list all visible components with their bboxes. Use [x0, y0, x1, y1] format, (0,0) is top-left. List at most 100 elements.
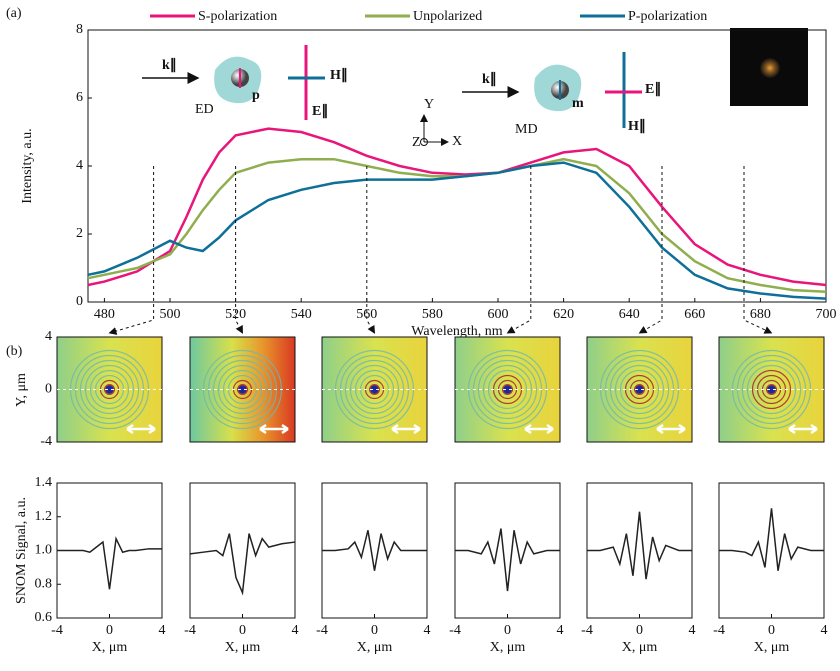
- ring: [614, 364, 665, 415]
- pol-arrow: [524, 423, 554, 435]
- panel-label: (b): [6, 344, 23, 359]
- pol-arrow: [391, 423, 421, 435]
- x-tick-label: 4: [557, 623, 564, 638]
- x-tick-label: -4: [581, 623, 593, 638]
- x-tick-label: 700: [816, 307, 837, 322]
- data-line: [587, 511, 692, 580]
- y-tick-label: -4: [40, 434, 52, 449]
- x-tick-label: 560: [356, 307, 377, 322]
- plot-frame: [87, 29, 827, 303]
- y-tick-label: 8: [76, 22, 83, 37]
- pol-arrow: [788, 423, 818, 435]
- particle-photo: [760, 58, 780, 78]
- ring: [751, 369, 792, 410]
- annotation: E∥: [645, 81, 661, 97]
- annotation: m: [572, 96, 584, 111]
- data-line: [455, 528, 560, 592]
- y-tick-label: 0: [76, 294, 83, 309]
- x-tick-label: 540: [291, 307, 312, 322]
- y-tick-label: 0.6: [35, 610, 53, 625]
- annotation: E∥: [312, 103, 328, 119]
- ring: [349, 364, 400, 415]
- ring: [79, 359, 140, 420]
- y-tick-label: 0.8: [35, 576, 53, 591]
- center: [767, 385, 776, 394]
- ring: [741, 359, 802, 420]
- annotation: H∥: [628, 118, 646, 134]
- center: [370, 385, 379, 394]
- ring: [482, 364, 533, 415]
- x-tick-label: 500: [160, 307, 181, 322]
- data-line: [57, 536, 162, 590]
- x-tick-label: 640: [619, 307, 640, 322]
- x-tick-label: 620: [553, 307, 574, 322]
- panel-label: (a): [6, 6, 22, 21]
- ring: [344, 359, 405, 420]
- data-line: [87, 127, 827, 287]
- y-tick-label: 0: [45, 382, 52, 397]
- ring: [217, 364, 268, 415]
- probe-link: [743, 166, 773, 334]
- x-axis-label: X, μm: [357, 640, 393, 655]
- x-tick-label: 580: [422, 307, 443, 322]
- data-line: [189, 533, 296, 596]
- x-tick-label: 4: [424, 623, 431, 638]
- y-axis-label: SNOM Signal, a.u.: [14, 497, 29, 604]
- x-axis-label: X, μm: [225, 640, 261, 655]
- probe-link: [235, 166, 243, 334]
- x-tick-label: -4: [713, 623, 725, 638]
- ring: [609, 359, 670, 420]
- ring: [89, 369, 130, 410]
- annotation: Y: [424, 97, 434, 112]
- x-tick-label: 0: [504, 623, 511, 638]
- x-tick-label: 680: [750, 307, 771, 322]
- x-tick-label: 0: [106, 623, 113, 638]
- annotation: Z: [412, 135, 421, 150]
- pol-arrow: [656, 423, 686, 435]
- data-line: [322, 530, 427, 571]
- ring: [487, 369, 528, 410]
- x-axis-label: Wavelength, nm: [411, 324, 503, 339]
- ring: [354, 369, 395, 410]
- legend-label: Unpolarized: [413, 9, 482, 24]
- ring: [477, 359, 538, 420]
- x-tick-label: 600: [488, 307, 509, 322]
- ring: [84, 364, 135, 415]
- probe-link: [108, 166, 155, 335]
- x-tick-label: 4: [159, 623, 166, 638]
- x-tick-label: 520: [225, 307, 246, 322]
- snom-map: [56, 336, 163, 443]
- data-line: [87, 157, 827, 294]
- center: [503, 385, 512, 394]
- x-tick-label: -4: [316, 623, 328, 638]
- x-axis-label: X, μm: [754, 640, 790, 655]
- annotation: ED: [195, 102, 214, 117]
- legend-label: P-polarization: [628, 9, 707, 24]
- x-tick-label: -4: [449, 623, 461, 638]
- data-line: [719, 508, 824, 571]
- y-tick-label: 2: [76, 226, 83, 241]
- ring: [222, 369, 263, 410]
- y-tick-label: 1.0: [35, 543, 53, 558]
- pol-arrow: [126, 423, 156, 435]
- x-tick-label: 0: [636, 623, 643, 638]
- annotation: k∥: [162, 57, 177, 73]
- x-tick-label: 480: [94, 307, 115, 322]
- legend-label: S-polarization: [198, 9, 277, 24]
- probe-link: [506, 166, 532, 334]
- annotation: p: [252, 88, 260, 103]
- annotation: H∥: [330, 67, 348, 83]
- annotation: k∥: [482, 71, 497, 87]
- x-tick-label: 4: [821, 623, 828, 638]
- plot-frame: [189, 482, 296, 619]
- axis-z: [420, 138, 428, 146]
- y-tick-label: 4: [76, 158, 83, 173]
- probe-link: [366, 166, 376, 334]
- x-axis-label: X, μm: [92, 640, 128, 655]
- x-tick-label: 660: [684, 307, 705, 322]
- ring: [619, 369, 660, 410]
- data-line: [87, 161, 827, 300]
- y-tick-label: 6: [76, 90, 83, 105]
- x-tick-label: 4: [689, 623, 696, 638]
